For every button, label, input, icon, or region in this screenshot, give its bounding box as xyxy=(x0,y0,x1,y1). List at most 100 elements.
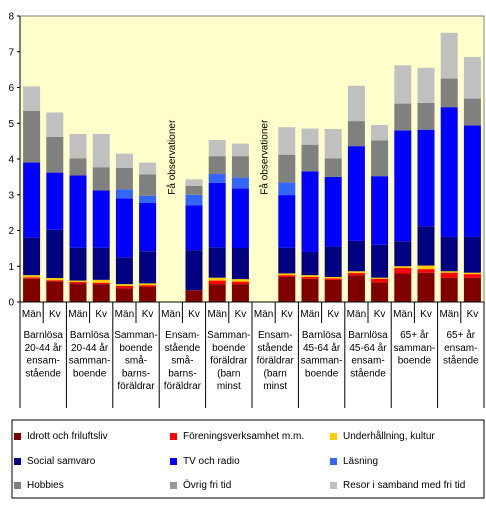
few-observations-annotation: Få observationer xyxy=(259,119,271,195)
x-tick-label: Kv xyxy=(188,309,200,320)
y-tick-label: 5 xyxy=(8,119,14,130)
bar-segment xyxy=(23,86,41,111)
bar-segment xyxy=(347,240,365,272)
bar-segment xyxy=(115,288,133,302)
legend-label: Föreningsverksamhet m.m. xyxy=(183,431,305,442)
bar-segment xyxy=(115,189,133,199)
bar-segment xyxy=(46,172,64,230)
group-label-line: Samman- xyxy=(207,330,250,341)
legend-label: TV och radio xyxy=(183,456,240,467)
bar-segment xyxy=(440,78,458,108)
group-label-line: stående xyxy=(350,367,386,379)
bar-segment xyxy=(347,85,365,122)
bar-segment xyxy=(394,65,412,104)
bar-segment xyxy=(208,277,226,281)
x-tick-label: Kv xyxy=(467,309,479,320)
legend-swatch-underhallning xyxy=(330,433,337,440)
bar-segment xyxy=(301,275,319,277)
y-tick-label: 0 xyxy=(8,298,14,309)
group-label: Barnlösa 45-64 år ensam-stående xyxy=(348,330,388,379)
bar-segment xyxy=(440,107,458,237)
bar-segment xyxy=(115,153,133,168)
group-label-line: boende xyxy=(305,368,339,379)
bar-segment xyxy=(440,32,458,79)
group-label-line: samman- xyxy=(301,356,343,367)
bar-segment xyxy=(394,241,412,267)
group-label: 65+ år samman-boende xyxy=(394,329,436,367)
bar-segment xyxy=(301,276,319,279)
bar-segment xyxy=(440,271,458,273)
bar-segment xyxy=(371,244,389,278)
bar-segment xyxy=(417,102,435,130)
bar-segment xyxy=(139,174,157,196)
y-tick-label: 3 xyxy=(8,190,14,201)
bar-segment xyxy=(185,250,203,291)
bar-segment xyxy=(347,271,365,274)
bar-segment xyxy=(301,278,319,302)
x-tick-label: Kv xyxy=(95,309,107,320)
x-tick-label: Män xyxy=(207,309,226,320)
bar-segment xyxy=(417,129,435,227)
group-label-line: Barnlösa xyxy=(70,330,110,341)
group-label-line: Barnlösa xyxy=(348,330,388,341)
legend-swatch-resor xyxy=(330,482,337,489)
x-tick-label: Kv xyxy=(49,309,61,320)
bar-segment xyxy=(139,202,157,252)
legend-swatch-tv xyxy=(170,458,177,465)
group-label-line: föräldrar xyxy=(210,356,248,367)
y-tick-label: 8 xyxy=(8,12,14,23)
bar-segment xyxy=(417,272,435,302)
bar-segment xyxy=(23,110,41,163)
legend-label: Resor i samband med fri tid xyxy=(343,480,466,491)
x-tick-label: Män xyxy=(254,309,273,320)
group-label-line: ensam- xyxy=(444,343,477,354)
bar-segment xyxy=(324,176,342,247)
group-label-line: föräldrar xyxy=(117,381,155,392)
bar-segment xyxy=(208,280,226,285)
bar-segment xyxy=(139,251,157,284)
y-tick-label: 7 xyxy=(8,47,14,58)
bar-segment xyxy=(46,280,64,282)
x-tick-label: Kv xyxy=(374,309,386,320)
group-label-line: boende xyxy=(73,368,107,379)
group-label-line: ensam- xyxy=(27,356,60,367)
group-label-line: 20-44 år xyxy=(71,342,109,354)
group-label-line: (barn xyxy=(264,368,287,379)
group-label-line: samman- xyxy=(394,343,436,354)
y-tick-label: 6 xyxy=(8,83,14,94)
bar-segment xyxy=(69,175,87,248)
bar-segment xyxy=(139,285,157,287)
legend: Idrott och friluftsliv Föreningsverksamh… xyxy=(12,426,482,496)
bar-segment xyxy=(278,195,296,248)
group-label-line: Ensam- xyxy=(258,330,292,341)
group-label-line: 65+ år xyxy=(446,329,475,341)
bar-segment xyxy=(46,278,64,281)
bar-segment xyxy=(115,257,133,285)
bar-segment xyxy=(69,133,87,159)
x-tick-label: Kv xyxy=(142,309,154,320)
bar-segment xyxy=(417,265,435,270)
legend-swatch-ovrig xyxy=(170,482,177,489)
x-tick-label: Män xyxy=(22,309,41,320)
group-label: Barnlösa 45-64 år samman-boende xyxy=(301,330,343,379)
bar-segment xyxy=(69,283,87,302)
x-tick-label: Kv xyxy=(281,309,293,320)
group-label: Barnlösa 20-44 år ensam-stående xyxy=(23,330,63,379)
bar-segment xyxy=(92,247,110,280)
bar-segment xyxy=(139,286,157,302)
group-label-line: ensam- xyxy=(351,356,384,367)
group-label-line: 45-64 år xyxy=(349,342,387,354)
legend-swatch-hobbies xyxy=(14,482,21,489)
bar-segment xyxy=(231,143,249,157)
bar-segment xyxy=(115,167,133,190)
bar-segment xyxy=(23,278,41,302)
bar-segment xyxy=(463,57,481,99)
bar-segment xyxy=(278,276,296,302)
bar-segment xyxy=(231,284,249,302)
bar-segment xyxy=(440,277,458,302)
bar-segment xyxy=(46,281,64,302)
bar-segment xyxy=(463,274,481,278)
group-label-line: barns- xyxy=(122,368,150,379)
bar-segment xyxy=(324,279,342,302)
bar-segment xyxy=(139,162,157,175)
